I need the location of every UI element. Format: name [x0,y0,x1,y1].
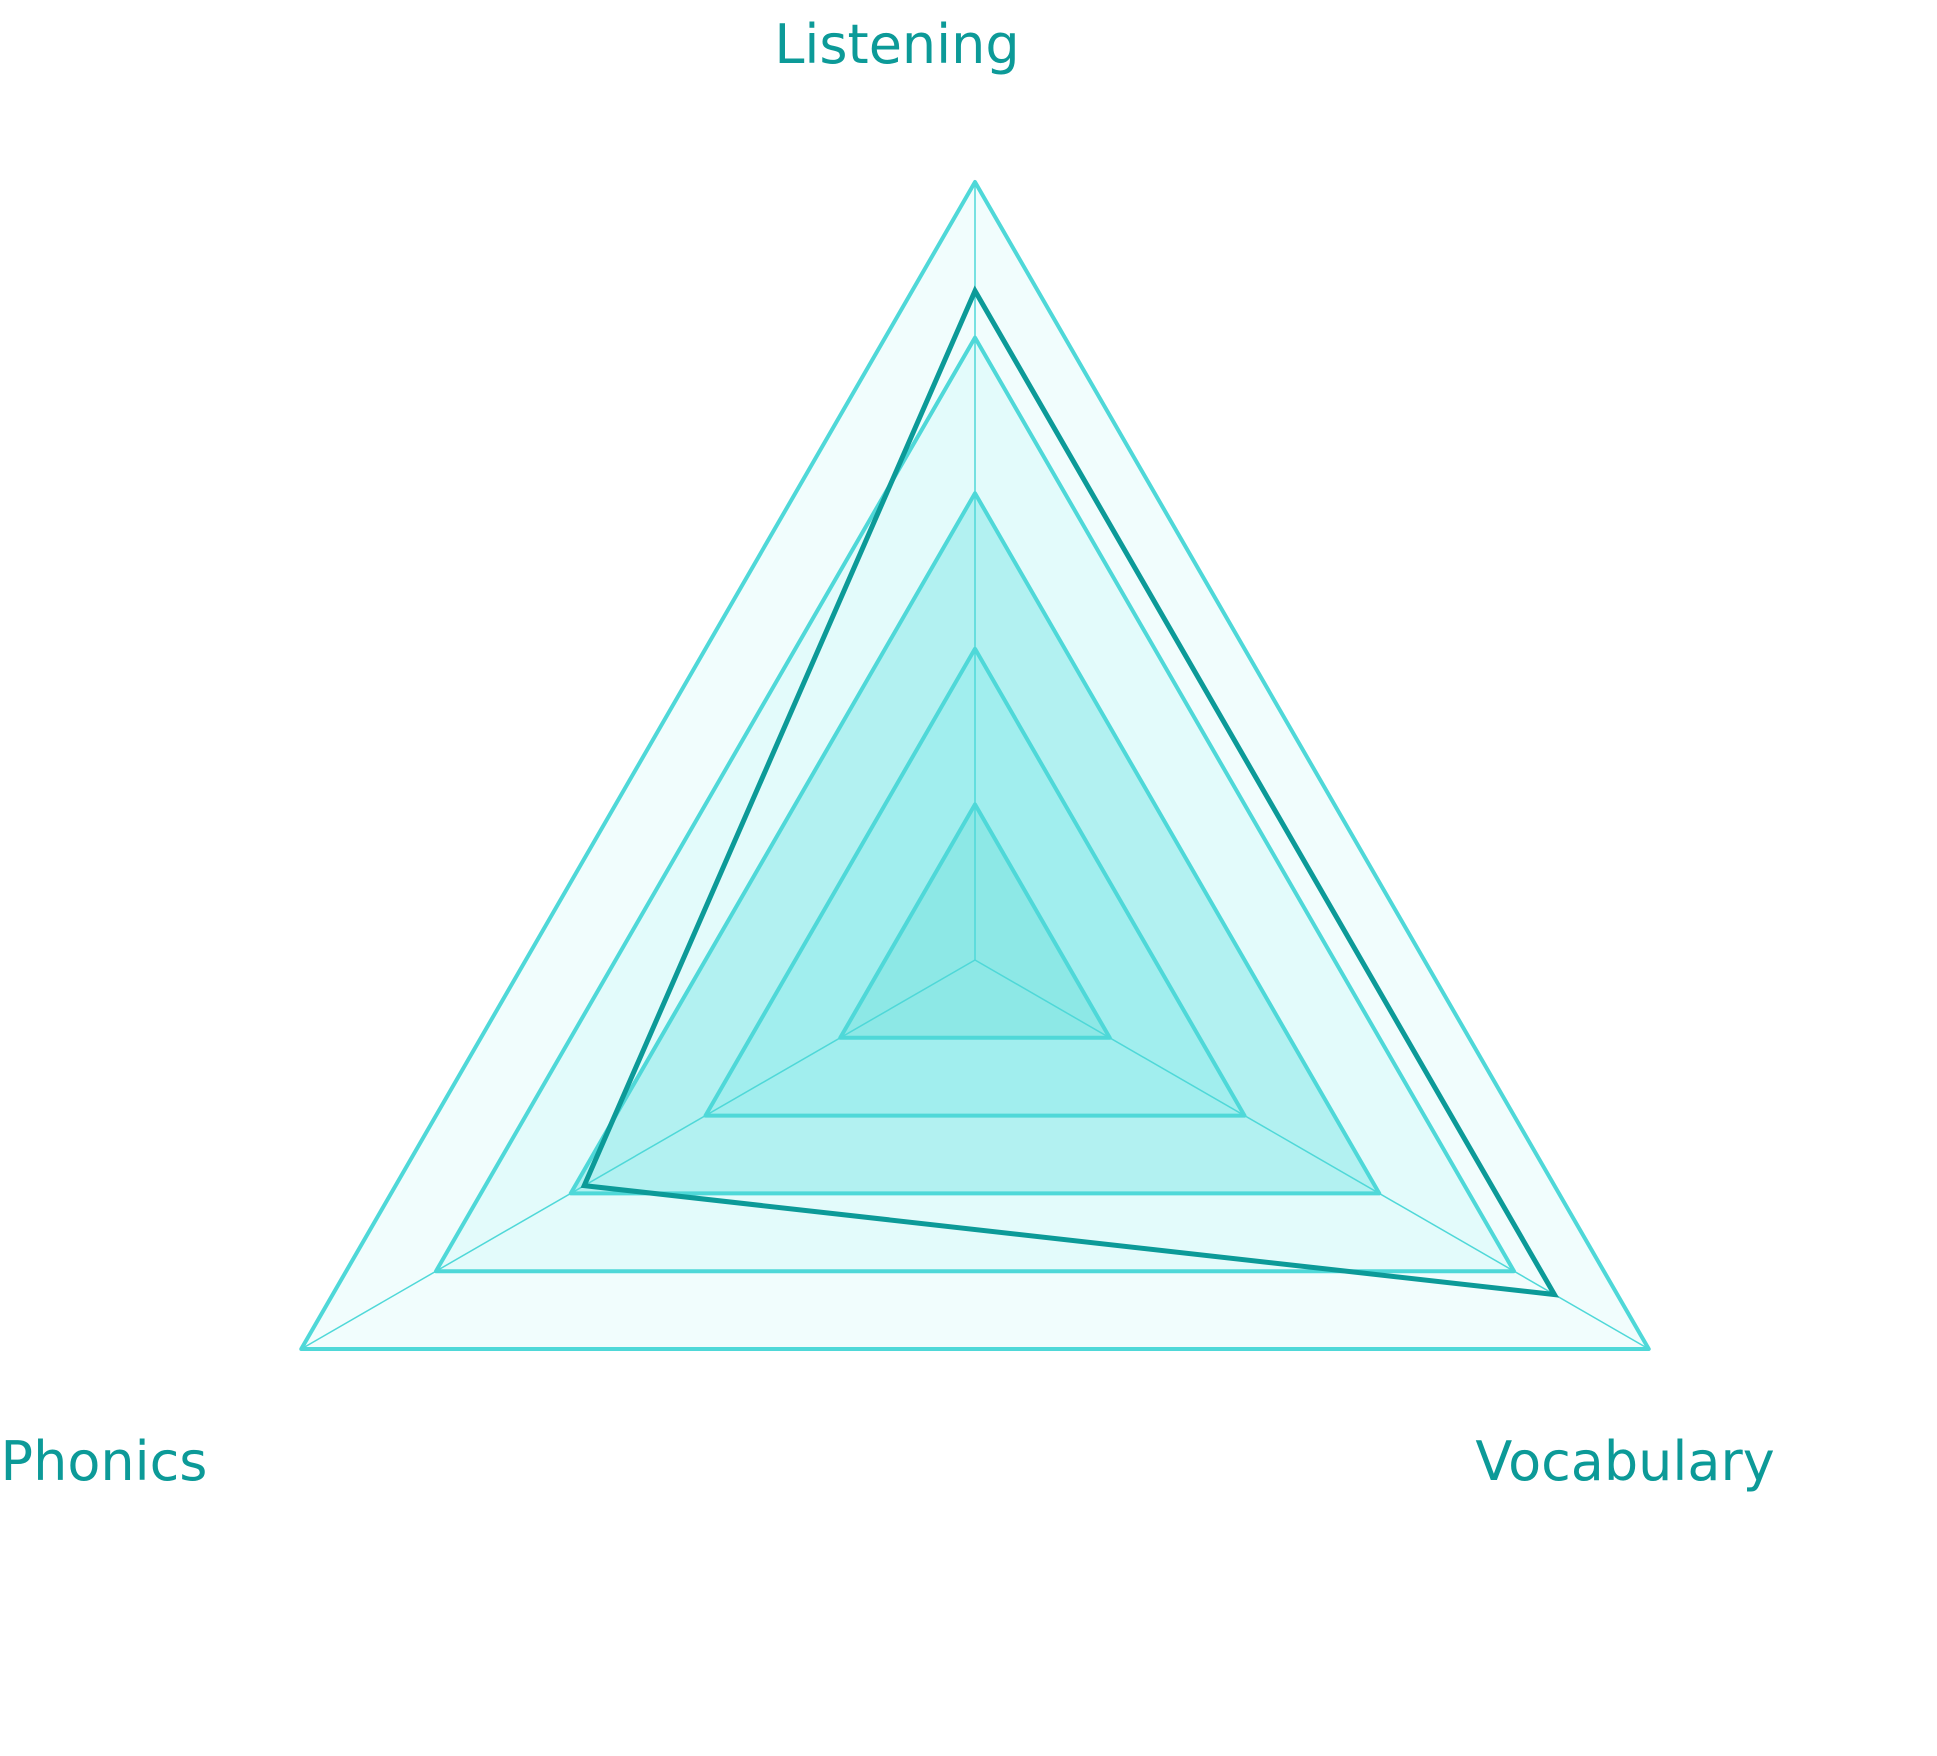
axis-label-vocabulary: Vocabulary [1475,1430,1774,1493]
axis-label-phonics: Phonics [1,1430,208,1493]
radar-series-0-outline [580,285,1560,1298]
radar-grid-spokes [300,182,1650,1350]
radar-spoke-phonics [300,959,976,1350]
radar-spoke-vocabulary [974,959,1650,1350]
radar-series-group [580,285,1560,1298]
axis-label-listening: Listening [774,13,1019,76]
